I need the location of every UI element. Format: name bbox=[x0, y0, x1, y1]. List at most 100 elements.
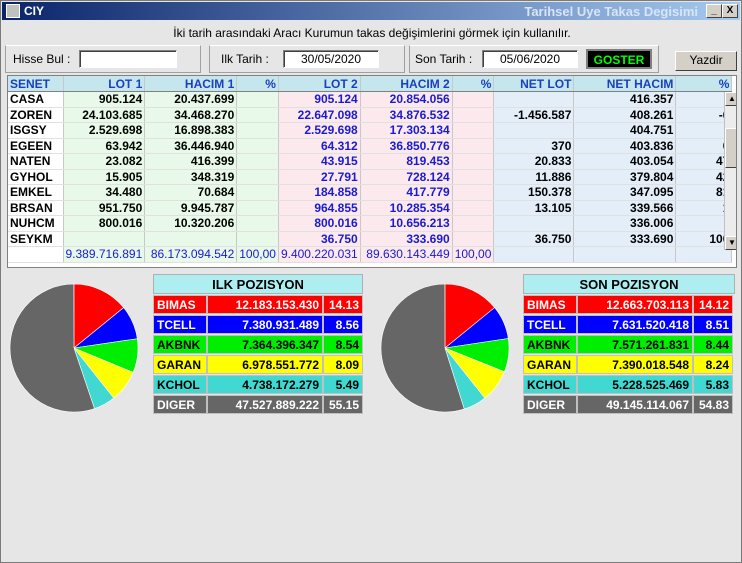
grid-cell[interactable] bbox=[452, 122, 495, 139]
senet-cell[interactable]: BRSAN bbox=[8, 200, 64, 216]
grid-cell[interactable]: 348.319 bbox=[144, 169, 238, 185]
table-row[interactable]: NATEN 23.082 416.399 43.915 819.453 20.833 403… bbox=[8, 153, 733, 170]
grid-cell[interactable] bbox=[452, 153, 495, 170]
grid-cell[interactable]: 27.791 bbox=[278, 169, 361, 185]
grid-header-9[interactable]: % bbox=[675, 76, 733, 92]
senet-cell[interactable]: EMKEL bbox=[8, 184, 64, 201]
grid-cell[interactable] bbox=[236, 184, 279, 201]
grid-cell[interactable]: 404.751 bbox=[573, 122, 677, 139]
grid-cell[interactable]: 10.320.206 bbox=[144, 215, 238, 232]
grid-cell[interactable]: 379.804 bbox=[573, 169, 677, 185]
grid-cell[interactable]: 36.750 bbox=[278, 231, 361, 247]
grid-cell[interactable]: 10.656.213 bbox=[360, 215, 453, 232]
grid-cell[interactable] bbox=[236, 231, 279, 247]
son-tarih-input[interactable]: 05/06/2020 bbox=[482, 50, 578, 68]
table-row[interactable]: SEYKM 36.750 333.690 36.750 333.690 100 bbox=[8, 231, 733, 247]
grid-cell[interactable]: 800.016 bbox=[278, 215, 361, 232]
grid-cell[interactable]: 36.750 bbox=[493, 231, 575, 247]
grid-header-3[interactable]: % bbox=[236, 76, 279, 92]
grid-cell[interactable] bbox=[236, 153, 279, 170]
grid-header-8[interactable]: NET HACIM bbox=[573, 76, 677, 92]
grid-cell[interactable]: 416.399 bbox=[144, 153, 238, 170]
table-row[interactable]: EGEEN 63.942 36.446.940 64.312 36.850.776 370… bbox=[8, 138, 733, 154]
grid-header-1[interactable]: LOT 1 bbox=[63, 76, 146, 92]
grid-cell[interactable]: 416.357 bbox=[573, 91, 677, 108]
grid-cell[interactable]: -1.456.587 bbox=[493, 107, 575, 123]
grid-cell[interactable]: 36.446.940 bbox=[144, 138, 238, 154]
grid-cell[interactable]: 150.378 bbox=[493, 184, 575, 201]
grid-cell[interactable]: 728.124 bbox=[360, 169, 453, 185]
grid-cell[interactable]: 34.480 bbox=[63, 184, 146, 201]
grid-cell[interactable]: 10.285.354 bbox=[360, 200, 453, 216]
grid-cell[interactable]: 17.303.134 bbox=[360, 122, 453, 139]
grid-cell[interactable]: 34.468.270 bbox=[144, 107, 238, 123]
grid-cell[interactable] bbox=[452, 200, 495, 216]
senet-cell[interactable]: NUHCM bbox=[8, 215, 64, 232]
grid-cell[interactable]: 70.684 bbox=[144, 184, 238, 201]
ilk-tarih-input[interactable]: 30/05/2020 bbox=[283, 50, 379, 68]
grid-cell[interactable]: 20.833 bbox=[493, 153, 575, 170]
grid-cell[interactable]: 370 bbox=[493, 138, 575, 154]
grid-cell[interactable] bbox=[493, 122, 575, 139]
grid-cell[interactable] bbox=[236, 107, 279, 123]
grid-cell[interactable]: 34.876.532 bbox=[360, 107, 453, 123]
scroll-up-arrow-icon[interactable]: ▲ bbox=[725, 92, 736, 106]
grid-cell[interactable]: 964.855 bbox=[278, 200, 361, 216]
grid-cell[interactable]: 905.124 bbox=[278, 91, 361, 108]
grid-cell[interactable]: 13.105 bbox=[493, 200, 575, 216]
grid-cell[interactable]: 11.886 bbox=[493, 169, 575, 185]
grid-cell[interactable]: 24.103.685 bbox=[63, 107, 146, 123]
grid-cell[interactable]: 819.453 bbox=[360, 153, 453, 170]
yazdir-button[interactable]: Yazdir bbox=[675, 51, 737, 71]
grid-cell[interactable]: 951.750 bbox=[63, 200, 146, 216]
app-icon[interactable] bbox=[6, 4, 20, 18]
grid-scrollbar[interactable]: ▲ ▼ bbox=[724, 92, 736, 250]
table-row[interactable]: NUHCM 800.016 10.320.206 800.016 10.656.213 3… bbox=[8, 215, 733, 232]
grid-cell[interactable]: 339.566 bbox=[573, 200, 677, 216]
grid-cell[interactable] bbox=[675, 122, 733, 139]
grid-cell[interactable]: 403.054 bbox=[573, 153, 677, 170]
grid-cell[interactable] bbox=[452, 107, 495, 123]
grid-cell[interactable]: 408.261 bbox=[573, 107, 677, 123]
close-button[interactable]: X bbox=[722, 4, 738, 18]
grid-cell[interactable]: 9.945.787 bbox=[144, 200, 238, 216]
grid-cell[interactable]: 20.437.699 bbox=[144, 91, 238, 108]
grid-cell[interactable]: 184.858 bbox=[278, 184, 361, 201]
grid-cell[interactable] bbox=[236, 169, 279, 185]
grid-cell[interactable]: 81 bbox=[675, 184, 733, 201]
grid-cell[interactable]: 43.915 bbox=[278, 153, 361, 170]
grid-cell[interactable]: 417.779 bbox=[360, 184, 453, 201]
grid-header-0[interactable]: SENET bbox=[8, 76, 64, 92]
grid-cell[interactable]: 1 bbox=[675, 200, 733, 216]
grid-cell[interactable] bbox=[452, 91, 495, 108]
grid-cell[interactable]: 2.529.698 bbox=[278, 122, 361, 139]
grid-header-6[interactable]: % bbox=[452, 76, 495, 92]
grid-cell[interactable]: 23.082 bbox=[63, 153, 146, 170]
grid-cell[interactable] bbox=[63, 231, 146, 247]
senet-cell[interactable]: SEYKM bbox=[8, 231, 64, 247]
table-row[interactable]: CASA 905.124 20.437.699 905.124 20.854.056 41… bbox=[8, 91, 733, 108]
grid-cell[interactable]: 333.690 bbox=[573, 231, 677, 247]
minimize-button[interactable]: _ bbox=[706, 4, 722, 18]
senet-cell[interactable]: ZOREN bbox=[8, 107, 64, 123]
table-row[interactable]: EMKEL 34.480 70.684 184.858 417.779 150.378 34… bbox=[8, 184, 733, 201]
goster-button[interactable]: GOSTER bbox=[586, 49, 652, 69]
grid-cell[interactable] bbox=[493, 215, 575, 232]
title-bar[interactable]: CIY Tarihsel Uye Takas Degisimi _ X bbox=[2, 2, 740, 20]
grid-cell[interactable] bbox=[236, 91, 279, 108]
scroll-down-arrow-icon[interactable]: ▼ bbox=[725, 236, 736, 250]
grid-cell[interactable]: 333.690 bbox=[360, 231, 453, 247]
grid-cell[interactable]: 15.905 bbox=[63, 169, 146, 185]
senet-cell[interactable]: NATEN bbox=[8, 153, 64, 170]
senet-cell[interactable]: CASA bbox=[8, 91, 64, 108]
grid-header-5[interactable]: HACIM 2 bbox=[360, 76, 453, 92]
holdings-grid[interactable]: SENET LOT 1 HACIM 1% LOT 2 HACIM 2% NET LOT NE… bbox=[7, 75, 737, 268]
grid-cell[interactable]: 22.647.098 bbox=[278, 107, 361, 123]
hisse-search-input[interactable] bbox=[79, 50, 177, 68]
grid-cell[interactable] bbox=[144, 231, 238, 247]
senet-cell[interactable]: EGEEN bbox=[8, 138, 64, 154]
grid-cell[interactable]: 336.006 bbox=[573, 215, 677, 232]
grid-header-7[interactable]: NET LOT bbox=[493, 76, 575, 92]
grid-cell[interactable]: 800.016 bbox=[63, 215, 146, 232]
grid-cell[interactable] bbox=[675, 91, 733, 108]
